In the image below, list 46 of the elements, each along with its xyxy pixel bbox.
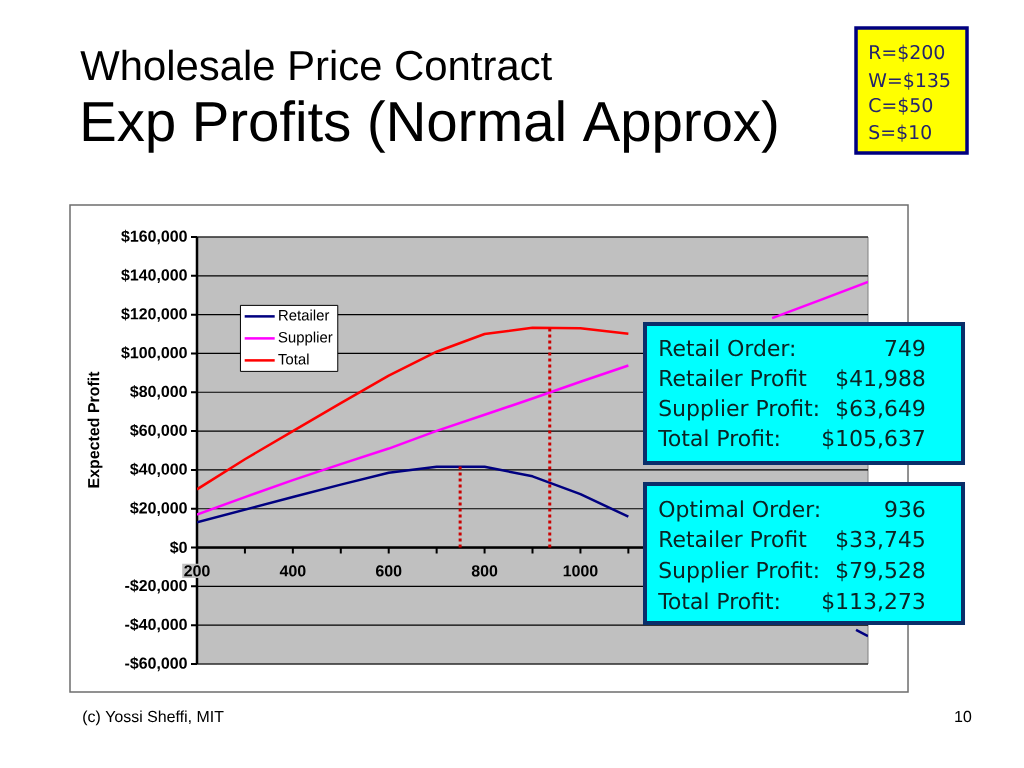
- y-tick-label: -$20,000: [125, 579, 187, 594]
- y-tick-label: $60,000: [130, 423, 187, 439]
- annotation: Retailer Profit: [660, 530, 807, 548]
- annotation: $33,745: [836, 530, 924, 551]
- line-series: [197, 326, 630, 491]
- y-axis-title: Expected Profit: [87, 371, 103, 488]
- text: C=$50: [869, 97, 933, 115]
- annotation: Retailer Profit: [660, 369, 807, 387]
- chart-title: Wholesale Price Contract: [80, 49, 552, 81]
- x-tick-label: 600: [376, 565, 402, 577]
- annotation: Optimal Order:: [659, 500, 819, 522]
- y-tick-label: $0: [169, 541, 187, 555]
- annotation: $41,988: [836, 369, 925, 390]
- y-tick-label: $100,000: [121, 346, 187, 361]
- y-tick-label: $140,000: [121, 268, 187, 283]
- annotation: $63,649: [836, 399, 925, 420]
- y-tick-label: $120,000: [121, 307, 187, 322]
- text: (c) Yossi Sheffi, MIT: [83, 710, 224, 726]
- y-tick-label: -$40,000: [125, 618, 187, 633]
- annotation: Supplier Profit:: [659, 399, 818, 421]
- text: 10: [955, 710, 972, 723]
- x-tick-label: 800: [471, 565, 498, 577]
- y-tick-label: $20,000: [130, 501, 187, 516]
- text: W=$135: [868, 72, 950, 90]
- text: R=$200: [870, 44, 945, 62]
- annotation: $79,528: [836, 561, 925, 582]
- annotation: Retail Order:: [660, 339, 794, 357]
- legend-label: Retailer: [279, 309, 330, 321]
- annotation: Supplier Profit:: [659, 561, 818, 583]
- annotation: Total Profit:: [658, 429, 779, 447]
- legend-label: Total: [278, 353, 309, 365]
- y-tick-label: $40,000: [130, 462, 187, 478]
- text: S=$10: [869, 124, 931, 142]
- y-tick-label: $160,000: [121, 229, 187, 245]
- annotation: Total Profit:: [658, 592, 779, 610]
- text: 749: [885, 339, 925, 357]
- legend-label: Supplier: [278, 331, 333, 346]
- x-tick-label: 1000: [563, 565, 598, 577]
- text: 936: [885, 500, 925, 518]
- annotation: $113,273: [823, 592, 925, 613]
- y-tick-label: -$60,000: [125, 656, 187, 672]
- y-tick-label: $80,000: [130, 385, 187, 400]
- x-tick-label: 400: [279, 565, 306, 577]
- annotation: $105,637: [823, 429, 924, 450]
- chart-subtitle: Exp Profits (Normal Approx): [83, 100, 777, 153]
- x-tick-label: 200: [184, 565, 210, 577]
